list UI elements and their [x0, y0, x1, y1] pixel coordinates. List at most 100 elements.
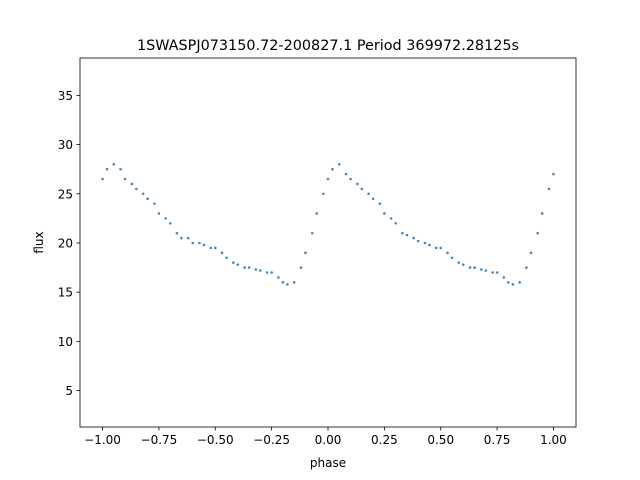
data-point [191, 241, 195, 245]
y-tick-label: 20 [58, 236, 73, 250]
x-tick-label: −0.75 [141, 433, 178, 447]
data-point [423, 241, 427, 245]
y-tick-label: 15 [58, 286, 73, 300]
x-tick-label: −0.25 [253, 433, 290, 447]
x-tick-label: 0.75 [484, 433, 511, 447]
data-point [491, 271, 494, 274]
data-point [277, 276, 280, 279]
data-point [164, 217, 167, 220]
data-point [389, 217, 393, 220]
data-point [198, 241, 201, 245]
y-tick-label: 5 [65, 384, 73, 398]
data-point [105, 167, 109, 171]
data-point [322, 192, 325, 196]
data-point [337, 162, 341, 166]
data-point [281, 281, 285, 284]
data-point [254, 268, 258, 271]
data-point [367, 192, 370, 196]
data-point [232, 261, 235, 264]
y-axis-ticks: 5 10 15 20 25 30 35 [58, 89, 80, 398]
data-point [434, 246, 438, 250]
data-point [123, 177, 127, 181]
data-point [331, 167, 334, 171]
data-point [292, 281, 296, 284]
data-point [540, 212, 544, 215]
data-point [141, 192, 145, 196]
data-point [552, 172, 555, 176]
data-point [383, 212, 386, 215]
data-point [101, 177, 104, 181]
data-point [153, 202, 156, 205]
data-point [412, 236, 415, 240]
data-point [130, 182, 134, 186]
x-tick-label: 0.50 [427, 433, 454, 447]
data-point [484, 269, 488, 272]
data-points [101, 162, 555, 286]
data-point [473, 266, 476, 269]
y-tick-label: 10 [58, 335, 73, 349]
data-point [468, 266, 472, 269]
data-point [356, 182, 359, 186]
data-point [175, 231, 179, 235]
data-point [518, 281, 521, 284]
data-point [416, 239, 420, 243]
data-point [536, 231, 539, 235]
data-point [511, 283, 515, 286]
data-point [360, 187, 364, 191]
data-point [502, 276, 506, 279]
x-tick-label: −1.00 [84, 433, 121, 447]
x-axis-label: phase [310, 456, 346, 470]
data-point [461, 263, 465, 266]
data-point [495, 271, 499, 274]
data-point [265, 271, 269, 274]
y-tick-label: 25 [58, 187, 73, 201]
x-tick-label: −0.50 [197, 433, 234, 447]
data-point [349, 177, 352, 181]
chart-title: 1SWASPJ073150.72-200827.1 Period 369972.… [137, 38, 519, 54]
data-point [446, 251, 449, 255]
data-point [247, 266, 251, 269]
data-point [450, 256, 454, 260]
data-point [168, 222, 172, 225]
data-point [180, 236, 183, 240]
data-point [299, 266, 303, 269]
data-point [405, 233, 409, 237]
data-point [457, 261, 461, 264]
data-point [186, 236, 190, 240]
data-point [480, 268, 483, 271]
y-axis-label: flux [32, 231, 46, 253]
x-tick-label: 1.00 [540, 433, 567, 447]
data-point [439, 246, 443, 250]
data-point [209, 246, 213, 250]
data-point [304, 251, 307, 255]
data-point [315, 212, 319, 215]
data-point [146, 197, 149, 201]
data-point [525, 266, 528, 269]
data-point [220, 251, 224, 255]
data-point [401, 231, 404, 235]
data-point [119, 167, 122, 171]
data-point [236, 263, 240, 266]
data-point [394, 222, 397, 225]
data-point [547, 187, 551, 191]
data-point [529, 251, 533, 255]
data-point [202, 243, 206, 247]
data-point [259, 269, 262, 272]
x-tick-label: 0.00 [315, 433, 342, 447]
y-tick-label: 30 [58, 138, 73, 152]
data-point [112, 162, 116, 166]
data-point [310, 231, 314, 235]
data-point [344, 172, 348, 176]
data-point [507, 281, 510, 284]
data-point [213, 246, 217, 250]
data-point [243, 266, 246, 269]
data-point [428, 243, 431, 247]
y-tick-label: 35 [58, 89, 73, 103]
data-point [286, 283, 289, 286]
data-point [371, 197, 375, 201]
data-point [135, 187, 138, 191]
data-point [157, 212, 161, 215]
x-tick-label: 0.25 [371, 433, 398, 447]
